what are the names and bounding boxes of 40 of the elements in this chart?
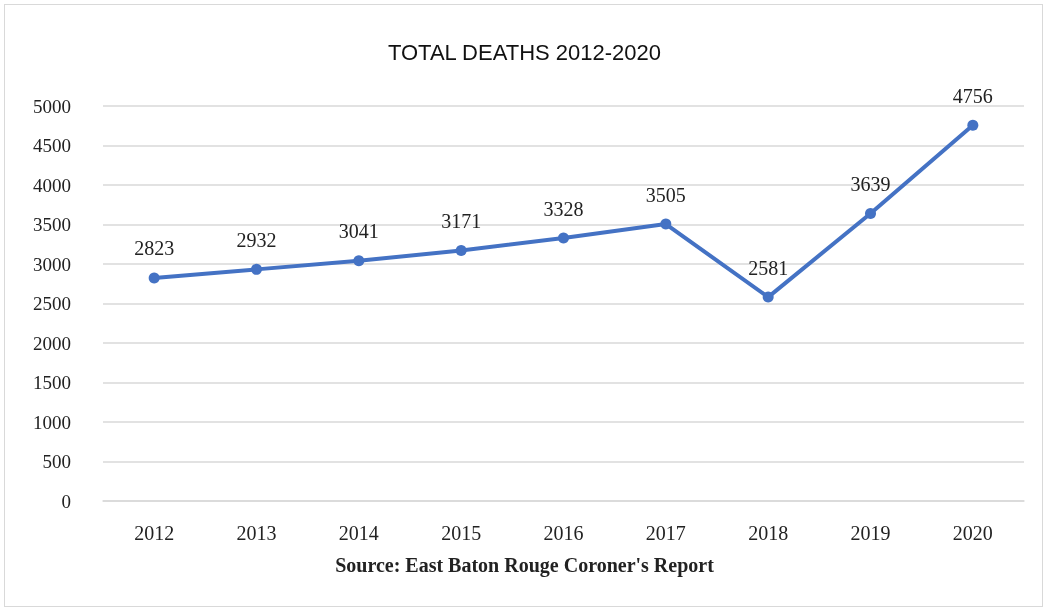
- x-tick-label: 2020: [952, 522, 993, 544]
- y-tick-label: 500: [42, 451, 71, 472]
- point: [865, 208, 876, 220]
- y-tick-label: 1000: [33, 411, 71, 433]
- x-tick-label: 2014: [338, 522, 379, 544]
- point: [660, 218, 672, 230]
- x-tick-label: 2017: [645, 522, 686, 544]
- data-label: 2581: [748, 256, 789, 279]
- y-tick-label: 3500: [33, 214, 71, 235]
- chart-title: TOTAL DEATHS 2012-2020: [387, 39, 662, 65]
- data-label: 2823: [134, 237, 175, 260]
- y-tick-label: 5000: [33, 95, 71, 117]
- point: [967, 119, 979, 131]
- y-tick-label: 4000: [33, 174, 71, 196]
- x-tick-label: 2013: [236, 522, 277, 544]
- data-label: 3639: [850, 173, 891, 196]
- data-label: 3505: [645, 183, 686, 206]
- point: [762, 291, 774, 303]
- x-tick-label: 2018: [748, 522, 789, 544]
- x-tick-label: 2019: [850, 522, 891, 544]
- source-note: Source: East Baton Rouge Coroner's Report: [335, 554, 715, 577]
- data-label: 3171: [441, 209, 482, 232]
- y-tick-label: 0: [61, 490, 71, 512]
- point: [353, 255, 365, 267]
- y-tick-label: 2000: [33, 332, 71, 354]
- y-tick-label: 1500: [33, 372, 71, 393]
- y-tick-label: 2500: [33, 293, 71, 314]
- data-label: 4756: [952, 84, 993, 107]
- point: [558, 232, 569, 244]
- data-label: 2932: [236, 228, 277, 251]
- point: [148, 272, 160, 284]
- point: [455, 244, 467, 256]
- data-label: 3041: [338, 220, 379, 243]
- data-label: 3328: [543, 197, 584, 220]
- x-tick-label: 2016: [543, 522, 584, 544]
- y-tick-label: 4500: [33, 135, 71, 156]
- x-tick-label: 2012: [134, 522, 175, 544]
- y-tick-label: 3000: [33, 253, 71, 275]
- x-tick-label: 2015: [441, 522, 482, 544]
- point: [251, 263, 262, 275]
